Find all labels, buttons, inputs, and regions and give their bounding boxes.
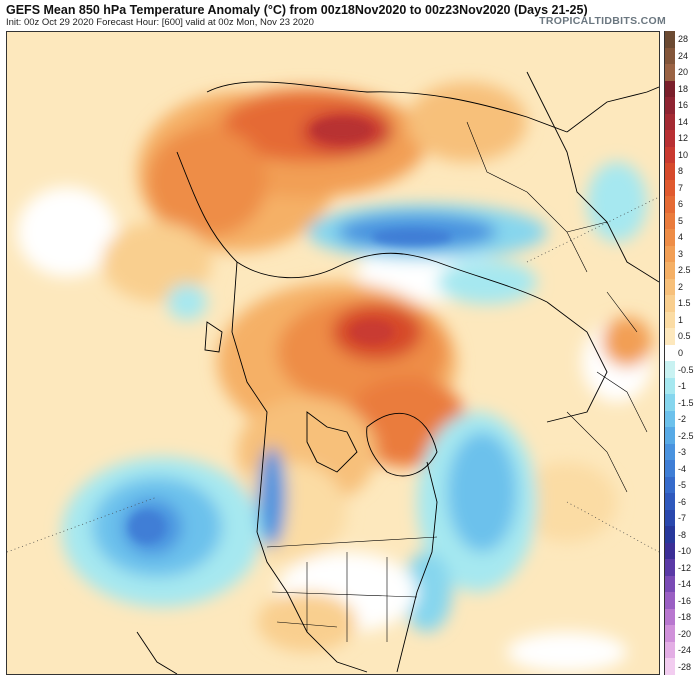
colorbar-label: -12	[678, 562, 692, 573]
colorbar-swatch	[664, 130, 675, 148]
colorbar-label: 28	[678, 34, 689, 45]
colorbar-label: 8	[678, 166, 684, 177]
colorbar-label: 5	[678, 215, 684, 226]
colorbar-swatch	[664, 31, 675, 48]
colorbar-swatch	[664, 262, 675, 280]
colorbar-swatch	[664, 311, 675, 329]
map-canvas	[7, 32, 659, 674]
colorbar-swatch	[664, 47, 675, 65]
colorbar-label: 2.5	[678, 265, 691, 276]
colorbar-label: 1	[678, 314, 684, 325]
colorbar-swatch	[664, 559, 675, 577]
colorbar-swatch	[664, 476, 675, 494]
colorbar-label: 18	[678, 83, 689, 94]
colorbar-swatch	[664, 575, 675, 593]
colorbar-label: -2	[678, 414, 687, 425]
colorbar-swatch	[664, 526, 675, 544]
colorbar-swatch	[664, 278, 675, 296]
colorbar-swatch	[664, 163, 675, 181]
colorbar-swatch	[664, 146, 675, 164]
colorbar-label: 12	[678, 133, 689, 144]
coastlines	[136, 71, 659, 674]
header: GEFS Mean 850 hPa Temperature Anomaly (°…	[0, 0, 700, 30]
colorbar-swatch	[664, 608, 675, 626]
colorbar-label: -2.5	[678, 430, 694, 441]
colorbar-swatch	[664, 229, 675, 247]
colorbar-swatch	[664, 212, 675, 230]
colorbar-label: -24	[678, 645, 692, 656]
colorbar-swatch	[664, 295, 675, 313]
colorbar-swatch	[664, 196, 675, 214]
colorbar-swatch	[664, 80, 675, 98]
init-valid-info: Init: 00z Oct 29 2020 Forecast Hour: [60…	[6, 17, 314, 28]
graticule	[7, 196, 659, 553]
colorbar-label: -14	[678, 579, 692, 590]
colorbar-label: 0.5	[678, 331, 691, 342]
colorbar-label: -28	[678, 661, 692, 672]
anomaly-field	[17, 82, 652, 672]
colorbar-swatch	[664, 328, 675, 346]
colorbar-swatch	[664, 64, 675, 82]
colorbar-swatch	[664, 641, 675, 659]
colorbar-swatch	[664, 443, 675, 461]
source-credit: TROPICALTIDBITS.COM	[539, 15, 666, 27]
colorbar-label: 6	[678, 199, 684, 210]
colorbar-label: -10	[678, 546, 692, 557]
colorbar-swatch	[664, 394, 675, 412]
colorbar-label: -1	[678, 381, 687, 392]
colorbar-label: 0	[678, 348, 684, 358]
colorbar-label: 14	[678, 116, 689, 127]
colorbar-label: -7	[678, 513, 687, 524]
colorbar-label: 3	[678, 248, 684, 259]
colorbar-swatch	[664, 509, 675, 527]
temperature-anomaly-map	[6, 31, 660, 675]
colorbar-swatch	[664, 179, 675, 197]
colorbar-swatch	[664, 377, 675, 395]
colorbar-swatch	[664, 658, 675, 676]
colorbar-label: 10	[678, 149, 689, 160]
political-borders	[266, 121, 648, 642]
colorbar-label: 16	[678, 100, 689, 111]
colorbar-label: 20	[678, 67, 689, 78]
colorbar-swatch	[664, 427, 675, 445]
colorbar-label: -6	[678, 496, 687, 507]
colorbar-swatch	[664, 113, 675, 131]
colorbar-label: 24	[678, 50, 689, 61]
colorbar-label: -16	[678, 595, 692, 606]
colorbar-label: 7	[678, 182, 684, 193]
colorbar-label: -5	[678, 480, 687, 491]
colorbar-label: -0.5	[678, 364, 694, 375]
colorbar-label: -18	[678, 612, 692, 623]
colorbar-label: -4	[678, 463, 687, 474]
colorbar-swatch	[664, 410, 675, 428]
colorbar-swatch	[664, 592, 675, 610]
colorbar-swatch	[664, 361, 675, 379]
colorbar-swatch	[664, 245, 675, 263]
colorbar-swatch	[664, 493, 675, 511]
colorbar-swatch	[664, 625, 675, 643]
colorbar-swatch	[664, 97, 675, 115]
colorbar-label: 2	[678, 281, 684, 292]
colorbar-swatch	[664, 542, 675, 560]
colorbar-legend: 28 24 20 18 16 14 12 10 8 7 6 5 4 3 2.5 2 1.5 1 0.5 0 -0.5 -1…	[664, 31, 698, 676]
anomaly-detail	[129, 118, 452, 543]
colorbar-label: -20	[678, 628, 692, 639]
colorbar-label: 1.5	[678, 298, 691, 309]
colorbar-label: -3	[678, 447, 687, 458]
colorbar-label: 4	[678, 232, 684, 243]
colorbar-swatch	[664, 344, 675, 362]
colorbar-label: -8	[678, 529, 687, 540]
colorbar-label: -1.5	[678, 397, 694, 408]
colorbar-swatch	[664, 460, 675, 478]
map-title: GEFS Mean 850 hPa Temperature Anomaly (°…	[6, 3, 588, 17]
